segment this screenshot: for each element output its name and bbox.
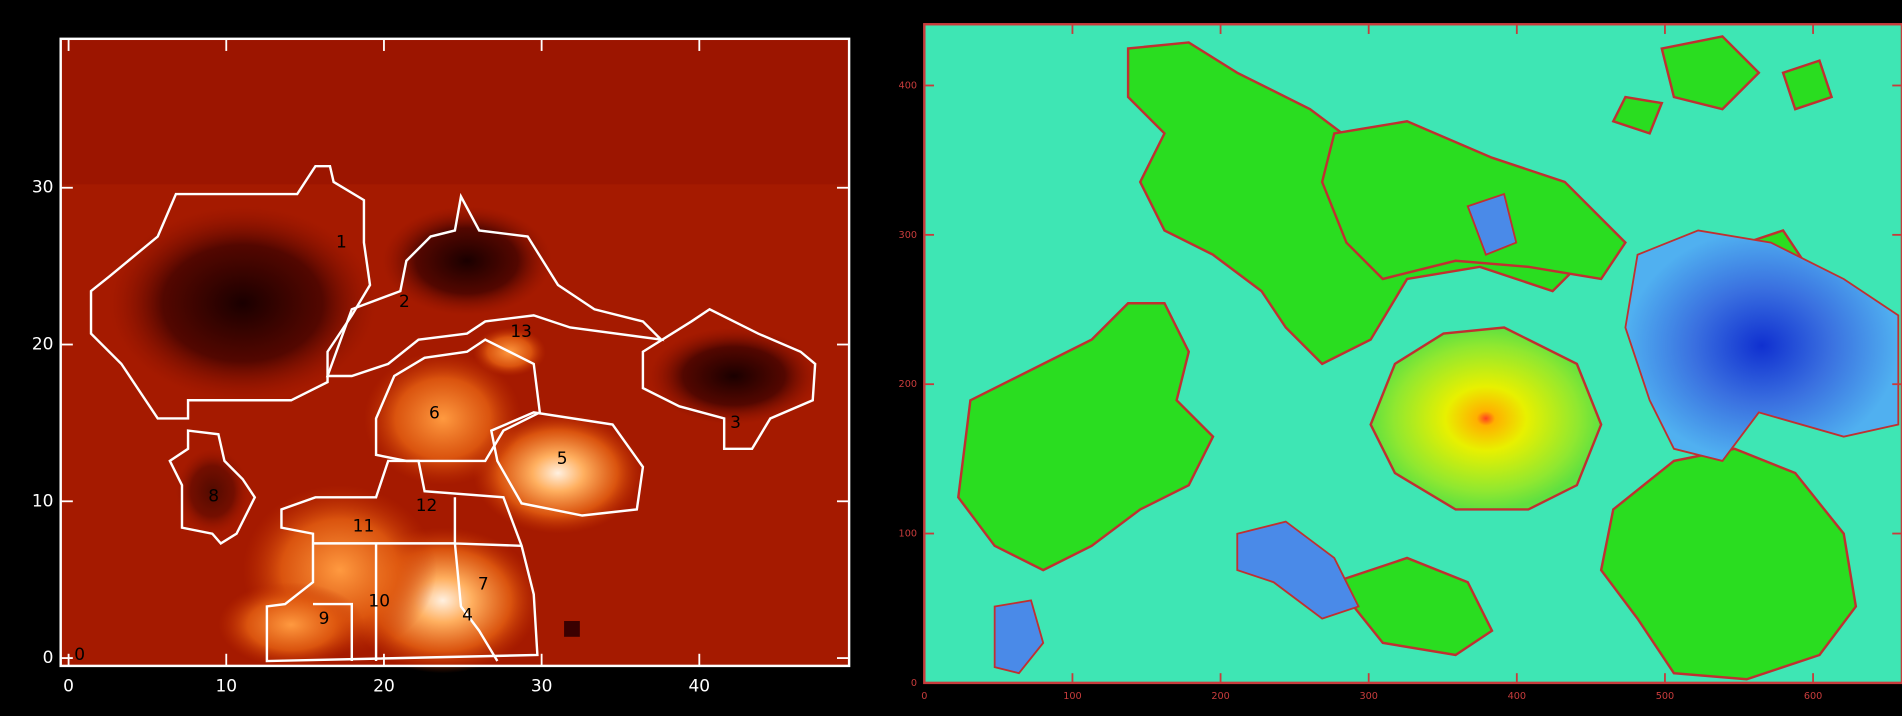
region-label: 12 bbox=[416, 496, 438, 516]
region-label: 0 bbox=[74, 645, 85, 665]
x-tick-label: 30 bbox=[531, 677, 553, 697]
region-label: 3 bbox=[730, 413, 741, 433]
y-tick-label: 300 bbox=[899, 230, 918, 241]
region-label: 10 bbox=[368, 592, 390, 612]
y-tick-label: 30 bbox=[32, 178, 54, 198]
x-tick-label: 10 bbox=[215, 677, 237, 697]
region-label: 11 bbox=[353, 516, 375, 536]
y-tick-label: 20 bbox=[32, 335, 54, 355]
right-panel-image bbox=[923, 23, 1902, 685]
x-tick-label: 0 bbox=[921, 691, 927, 702]
region-label: 2 bbox=[399, 292, 410, 312]
x-tick-label: 300 bbox=[1359, 691, 1378, 702]
y-tick-label: 10 bbox=[32, 491, 54, 511]
x-tick-label: 600 bbox=[1804, 691, 1823, 702]
left-panel-image bbox=[59, 37, 851, 674]
x-tick-label: 20 bbox=[373, 677, 395, 697]
region-label: 9 bbox=[319, 609, 330, 629]
x-tick-label: 100 bbox=[1063, 691, 1082, 702]
x-tick-label: 200 bbox=[1211, 691, 1230, 702]
region-label: 7 bbox=[478, 574, 489, 594]
y-tick-label: 200 bbox=[899, 379, 918, 390]
y-tick-label: 0 bbox=[911, 678, 917, 689]
region-label: 1 bbox=[336, 233, 347, 253]
x-tick-label: 0 bbox=[63, 677, 74, 697]
y-tick-label: 400 bbox=[899, 80, 918, 91]
region-label: 8 bbox=[208, 487, 219, 507]
region-contours bbox=[89, 164, 817, 663]
y-tick-label: 100 bbox=[899, 529, 918, 540]
region-label: 5 bbox=[557, 449, 568, 469]
x-tick-label: 40 bbox=[689, 677, 711, 697]
x-tick-label: 500 bbox=[1656, 691, 1675, 702]
region-label: 13 bbox=[510, 322, 532, 342]
x-tick-label: 400 bbox=[1508, 691, 1527, 702]
region-label: 4 bbox=[462, 606, 473, 626]
y-tick-label: 0 bbox=[43, 648, 54, 668]
region-label: 6 bbox=[429, 404, 440, 424]
